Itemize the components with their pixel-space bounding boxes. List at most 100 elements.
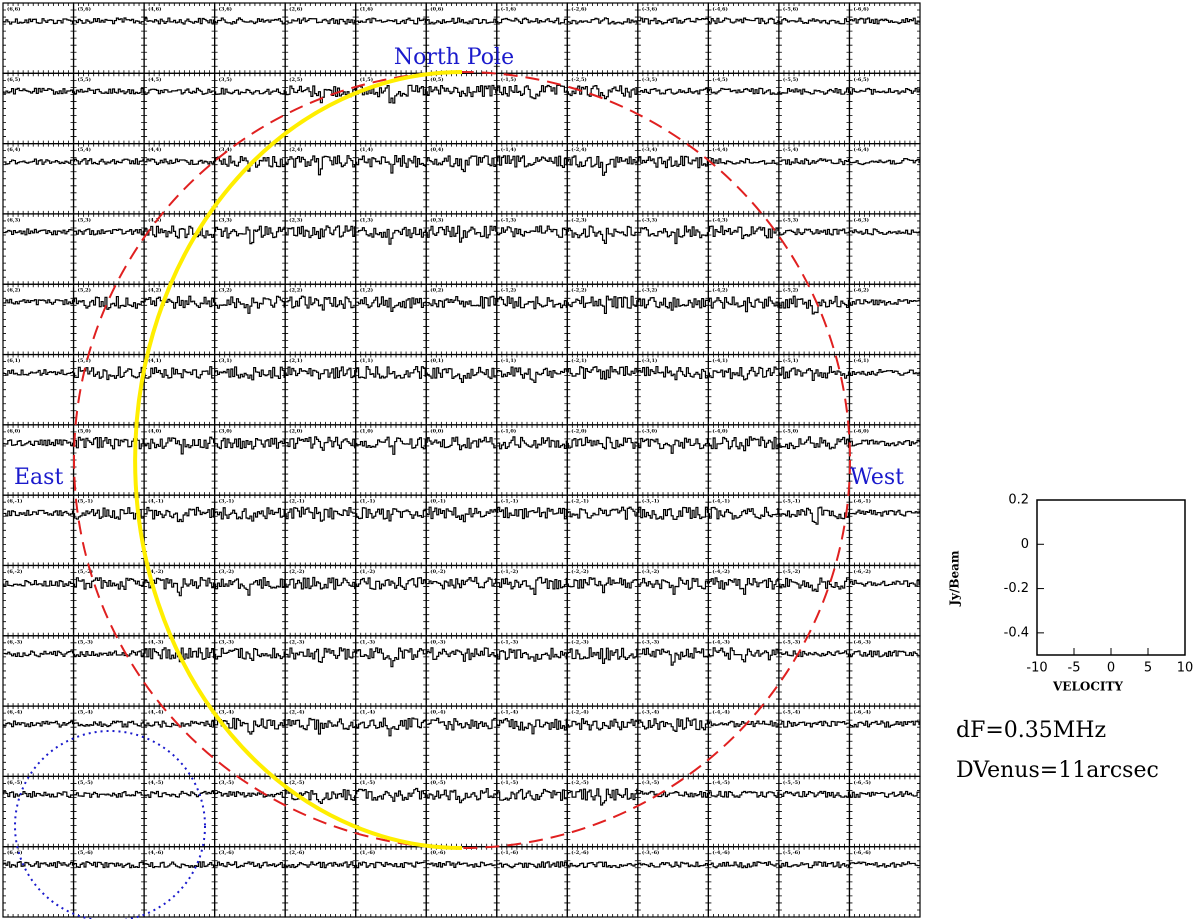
panel-label: (-4,1) xyxy=(712,357,728,364)
panel xyxy=(707,72,780,145)
panel-ticks xyxy=(496,3,568,74)
spectrum-trace xyxy=(356,507,426,522)
spectrum-trace xyxy=(567,225,638,245)
panel-ticks xyxy=(496,143,568,214)
panel-label: (-6,-2) xyxy=(853,568,871,575)
panel-label: (-1,-3) xyxy=(501,638,519,645)
panel xyxy=(284,2,357,74)
panel-label: (-2,5) xyxy=(571,76,587,83)
panel-label: (1,-3) xyxy=(360,638,376,645)
panel-ticks xyxy=(496,565,568,636)
spectrum-trace xyxy=(215,87,285,95)
panel xyxy=(566,494,639,567)
spectrum-trace xyxy=(567,365,638,380)
spectrum-trace xyxy=(285,647,356,663)
panel xyxy=(214,494,286,567)
y-tick-label: -0.4 xyxy=(1004,625,1029,640)
panel-label: (-5,0) xyxy=(783,427,799,434)
panel xyxy=(848,846,921,918)
spectrum-trace xyxy=(708,647,779,663)
panel-ticks xyxy=(3,3,74,74)
panel-ticks xyxy=(214,284,286,355)
panel-ticks xyxy=(567,354,638,425)
spectrum-trace xyxy=(144,861,215,869)
spectrum-trace xyxy=(3,439,74,447)
spectrum-trace xyxy=(356,717,426,737)
panel-ticks xyxy=(426,73,497,144)
spectrum-trace xyxy=(779,577,850,592)
panel-label: (6,-1) xyxy=(7,498,23,505)
panel xyxy=(637,494,709,567)
spectrum-trace xyxy=(73,228,144,236)
spectrum-trace xyxy=(426,436,497,451)
north-label: North Pole xyxy=(394,45,514,70)
spectrum-trace xyxy=(779,650,850,658)
panel-ticks xyxy=(708,424,779,496)
panel-label: (6,0) xyxy=(7,427,20,434)
panel-label: (-1,-4) xyxy=(501,709,519,716)
panel-ticks xyxy=(708,213,779,285)
panel-ticks xyxy=(144,354,215,425)
panel-ticks xyxy=(426,424,497,496)
panel-ticks xyxy=(285,495,356,566)
spectrum-trace xyxy=(3,579,74,588)
spectrum-trace xyxy=(144,17,215,25)
panel xyxy=(143,775,216,848)
panel-ticks xyxy=(285,284,356,355)
panel xyxy=(355,143,427,215)
panel-label: (-2,2) xyxy=(571,287,587,294)
panel-ticks xyxy=(285,143,356,214)
panel xyxy=(848,705,921,777)
panel-ticks xyxy=(73,776,145,847)
spectrum-trace xyxy=(356,436,426,455)
panel-ticks xyxy=(637,424,709,496)
spectrum-trace xyxy=(215,791,285,798)
panel xyxy=(143,564,216,637)
panel-label: (1,0) xyxy=(360,427,373,434)
panel-ticks xyxy=(144,565,215,636)
panel xyxy=(848,775,921,848)
panel-label: (-4,3) xyxy=(712,216,728,223)
panel xyxy=(355,353,427,426)
panel-label: (1,-6) xyxy=(360,849,376,856)
panel-label: (-3,0) xyxy=(642,427,658,434)
spectrum-trace xyxy=(708,861,779,869)
panel xyxy=(355,283,427,356)
spectrum-trace xyxy=(638,790,708,798)
panel xyxy=(214,353,286,426)
panel-label: (5,3) xyxy=(78,216,91,223)
panel-ticks xyxy=(567,424,638,496)
panel-label: (4,3) xyxy=(148,216,161,223)
panel xyxy=(284,424,357,496)
panel xyxy=(778,775,851,848)
panel xyxy=(425,213,498,285)
panel xyxy=(707,494,780,567)
panel-ticks xyxy=(144,3,215,74)
panel-ticks xyxy=(73,635,145,707)
panel-ticks xyxy=(567,776,638,847)
panel-label: (1,4) xyxy=(360,146,373,153)
spectrum-trace xyxy=(144,790,215,798)
panel-ticks xyxy=(708,635,779,707)
panel-ticks xyxy=(778,846,850,917)
panel xyxy=(355,635,427,707)
panel-label: (6,-5) xyxy=(7,779,23,786)
panel-ticks xyxy=(567,495,638,566)
panel xyxy=(707,424,780,496)
panel-label: (-6,2) xyxy=(853,287,869,294)
panel-label: (-6,-5) xyxy=(853,779,871,786)
panel-ticks xyxy=(849,635,920,707)
panel xyxy=(566,564,639,637)
spectrum-trace xyxy=(638,717,708,732)
panel-ticks xyxy=(355,706,427,777)
spectrum-trace xyxy=(3,158,74,165)
panel xyxy=(848,635,921,707)
panel-ticks xyxy=(637,565,709,636)
panel-label: (3,-5) xyxy=(219,779,235,786)
spectrum-trace xyxy=(144,506,215,523)
panel-ticks xyxy=(637,3,709,74)
spectrum-trace xyxy=(497,155,567,168)
panel-label: (6,6) xyxy=(7,6,20,13)
panel-ticks xyxy=(3,73,74,144)
panel-ticks xyxy=(708,354,779,425)
